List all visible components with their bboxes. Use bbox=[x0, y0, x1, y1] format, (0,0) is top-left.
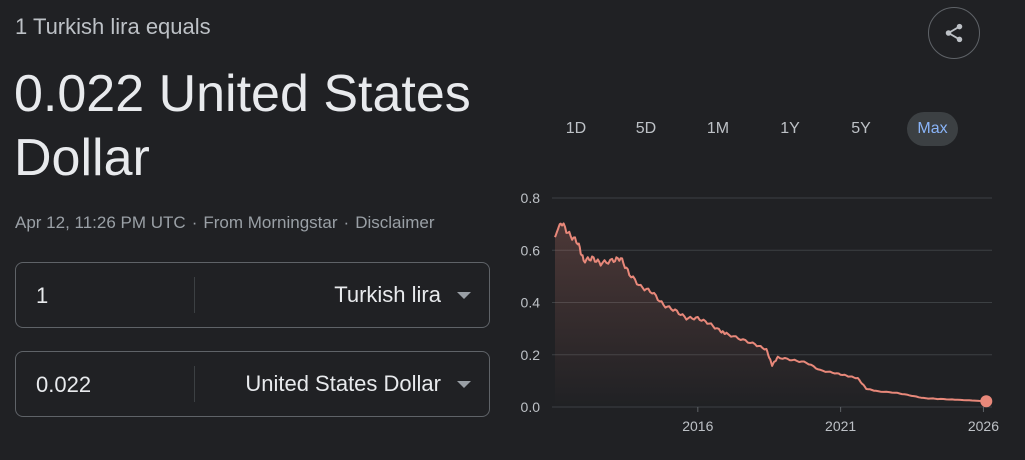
area-fill bbox=[555, 223, 987, 407]
to-currency-field: 0.022 United States Dollar bbox=[15, 351, 490, 417]
range-tab-1d[interactable]: 1D bbox=[565, 120, 587, 137]
series-line bbox=[554, 222, 987, 403]
share-icon bbox=[945, 23, 963, 43]
result-meta: Apr 12, 11:26 PM UTC · From Morningstar · Di… bbox=[15, 213, 435, 233]
meta-separator: · bbox=[191, 213, 198, 232]
disclaimer-link[interactable]: Disclaimer bbox=[355, 213, 435, 232]
range-tab-5y[interactable]: 5Y bbox=[851, 120, 871, 137]
field-divider bbox=[194, 277, 195, 313]
conversion-result-line2: Dollar bbox=[14, 129, 150, 187]
result-subtitle: 1 Turkish lira equals bbox=[15, 14, 211, 39]
y-tick-label: 0.8 bbox=[521, 190, 541, 206]
from-currency-select[interactable]: Turkish lira bbox=[334, 282, 441, 307]
y-tick-label: 0.0 bbox=[521, 399, 541, 415]
to-currency-select[interactable]: United States Dollar bbox=[245, 371, 441, 396]
share-button[interactable] bbox=[928, 7, 980, 59]
from-amount-input[interactable]: 1 bbox=[36, 283, 49, 308]
y-tick-label: 0.6 bbox=[521, 242, 541, 258]
x-tick-label: 2021 bbox=[825, 418, 856, 434]
y-tick-label: 0.4 bbox=[521, 295, 541, 311]
exchange-rate-chart: 0.0 0.2 0.4 0.6 0.8 2016 2021 2026 bbox=[521, 190, 1000, 434]
range-tab-1m[interactable]: 1M bbox=[706, 120, 730, 137]
range-tab-5d[interactable]: 5D bbox=[635, 120, 657, 137]
range-tab-max[interactable]: Max bbox=[907, 112, 958, 146]
range-tab-1y[interactable]: 1Y bbox=[780, 120, 800, 137]
x-tick-label: 2016 bbox=[682, 418, 713, 434]
from-currency-field: 1 Turkish lira bbox=[15, 262, 490, 328]
to-amount-input[interactable]: 0.022 bbox=[36, 372, 92, 397]
source-text: From Morningstar bbox=[203, 213, 338, 232]
timestamp: Apr 12, 11:26 PM UTC bbox=[15, 213, 186, 232]
x-tick-label: 2026 bbox=[968, 418, 999, 434]
y-tick-label: 0.2 bbox=[521, 347, 541, 363]
chevron-down-icon[interactable] bbox=[457, 292, 471, 299]
chevron-down-icon[interactable] bbox=[457, 381, 471, 388]
meta-separator: · bbox=[343, 213, 350, 232]
field-divider bbox=[194, 366, 195, 402]
current-value-dot bbox=[980, 395, 993, 408]
conversion-result: 0.022 United States Dollar bbox=[14, 62, 514, 190]
conversion-result-line1: 0.022 United States bbox=[14, 65, 471, 123]
